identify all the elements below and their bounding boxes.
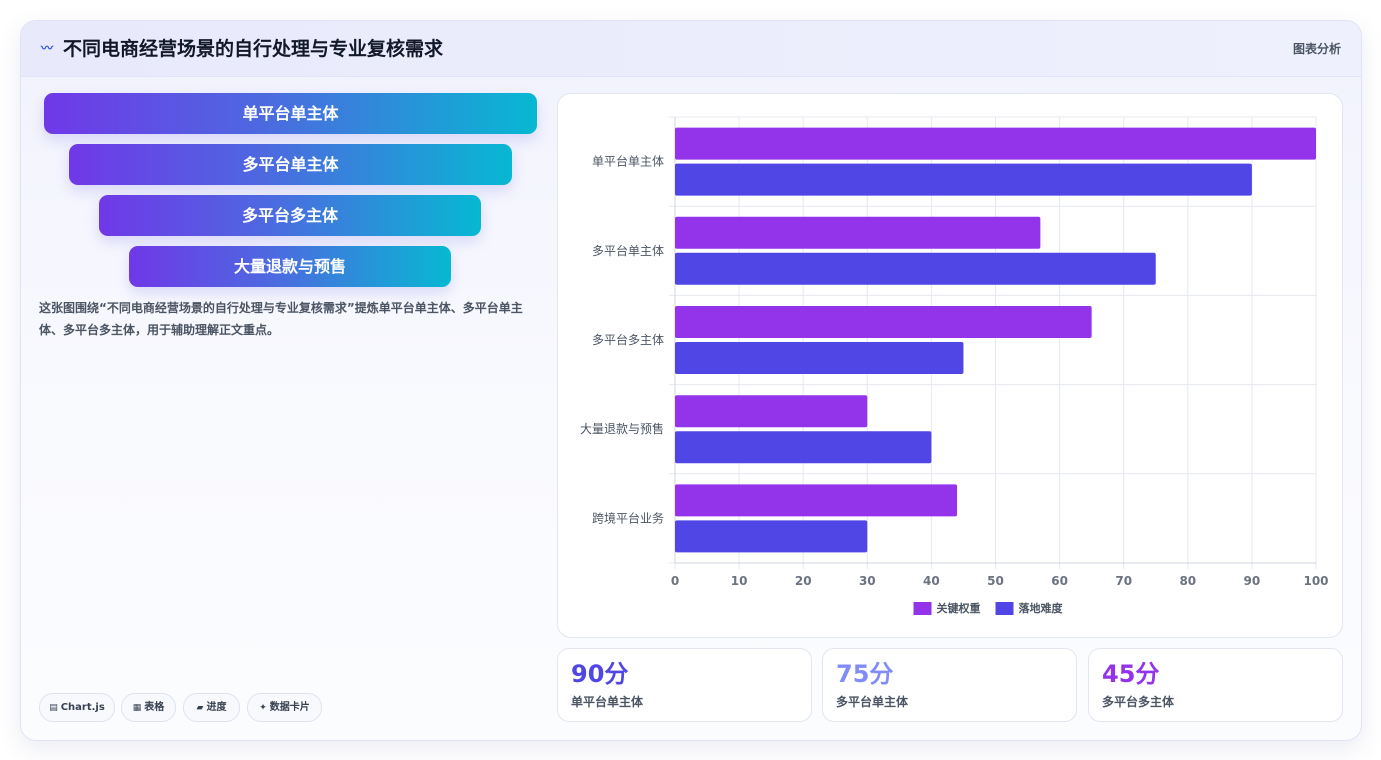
legend-label: 落地难度 <box>1019 601 1064 615</box>
chart-description: 这张图围绕“不同电商经营场景的自行处理与专业复核需求”提炼单平台单主体、多平台单… <box>39 301 523 337</box>
bar <box>675 216 1041 249</box>
x-tick-label: 80 <box>1179 574 1196 588</box>
y-tick-label: 跨境平台业务 <box>592 510 664 525</box>
header-tag: 图表分析 <box>1292 42 1341 56</box>
x-tick-label: 40 <box>923 574 940 588</box>
y-tick-label: 单平台单主体 <box>592 154 664 169</box>
stat-label: 单平台单主体 <box>571 695 644 709</box>
stat-card-3: 45分 多平台多主体 <box>1088 648 1343 722</box>
x-tick-label: 20 <box>795 574 812 588</box>
stat-value: 45分 <box>1102 660 1160 688</box>
y-tick-label: 大量退款与预售 <box>580 421 664 436</box>
bar <box>675 127 1316 160</box>
bar <box>675 163 1252 196</box>
x-tick-label: 90 <box>1244 574 1261 588</box>
legend-swatch <box>995 602 1014 615</box>
funnel-step-4: 大量退款与预售 <box>129 246 451 287</box>
x-tick-label: 30 <box>859 574 876 588</box>
bar <box>675 431 932 464</box>
x-tick-label: 0 <box>671 574 679 588</box>
table-icon: ▦ <box>132 703 142 713</box>
x-tick-label: 60 <box>1051 574 1068 588</box>
x-tick-label: 100 <box>1303 574 1328 588</box>
funnel-step-3: 多平台多主体 <box>99 195 481 236</box>
x-tick-label: 70 <box>1115 574 1132 588</box>
pill-chartjs[interactable]: ▤ Chart.js <box>39 693 115 722</box>
stat-card-1: 90分 单平台单主体 <box>557 648 812 722</box>
funnel-step-1: 单平台单主体 <box>44 93 537 134</box>
bar <box>675 395 868 428</box>
stat-label: 多平台单主体 <box>836 695 909 709</box>
page-title: 不同电商经营场景的自行处理与专业复核需求 <box>63 38 444 60</box>
pill-data-card[interactable]: ✦ 数据卡片 <box>247 693 322 722</box>
pill-table[interactable]: ▦ 表格 <box>121 693 176 722</box>
funnel-step-2: 多平台单主体 <box>69 144 512 185</box>
bar <box>675 342 964 374</box>
bar <box>675 484 958 517</box>
wave-icon: 〰 <box>41 41 54 55</box>
bar <box>675 306 1092 338</box>
y-tick-label: 多平台多主体 <box>592 332 664 347</box>
chart-panel: 0 10 20 30 40 50 60 70 80 90 100 单平台单主体 多平台单主体 多平台多主体… <box>557 93 1343 638</box>
x-tick-label: 50 <box>987 574 1004 588</box>
stat-value: 75分 <box>836 660 894 688</box>
bar <box>675 520 868 553</box>
chart-icon: ▤ <box>49 703 58 713</box>
bar-chart: 0 10 20 30 40 50 60 70 80 90 100 单平台单主体多平台单主体多平台多主体… <box>580 116 1329 615</box>
pill-progress[interactable]: ▰ 进度 <box>183 693 240 722</box>
bar <box>675 252 1156 285</box>
legend-swatch <box>913 602 932 615</box>
stat-value: 90分 <box>571 660 629 688</box>
chart-card: 〰 不同电商经营场景的自行处理与专业复核需求 图表分析 单平台单主体 多平台单主… <box>20 20 1362 741</box>
progress-icon: ▰ <box>196 703 204 713</box>
stat-label: 多平台多主体 <box>1102 695 1175 709</box>
legend-label: 关键权重 <box>937 601 981 615</box>
x-tick-label: 10 <box>731 574 748 588</box>
sparkle-icon: ✦ <box>259 703 267 713</box>
card-header: 〰 不同电商经营场景的自行处理与专业复核需求 图表分析 <box>21 21 1361 77</box>
stat-card-2: 75分 多平台单主体 <box>822 648 1077 722</box>
y-tick-label: 多平台单主体 <box>592 243 664 258</box>
